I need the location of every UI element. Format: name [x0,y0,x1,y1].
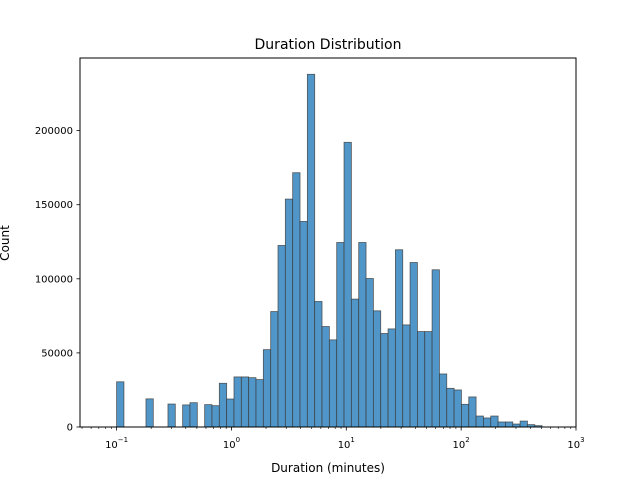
x-tick-label: 101 [338,436,355,451]
histogram-bar [262,349,272,428]
histogram-bar [306,73,316,428]
histogram-bar [365,278,374,428]
histogram-bar [284,198,294,428]
x-axis-label: Duration (minutes) [271,461,385,475]
chart-title: Duration Distribution [255,37,402,53]
histogram-bar [277,245,286,428]
histogram-bar [343,141,352,428]
histogram-bar [380,333,389,428]
histogram-bar [299,221,308,428]
histogram-bar [270,311,279,428]
x-tick-label: 10−1 [105,436,128,451]
histogram-bar [402,324,411,428]
histogram-bar [446,387,455,428]
histogram-bar [240,376,250,428]
histogram-bar [204,404,213,428]
histogram-bar [417,331,426,428]
y-axis-ticks: 0 50000 100000 150000 200000 [35,126,80,434]
histogram-bar [233,376,242,428]
histogram-bar [226,398,235,428]
x-tick-label: 100 [223,436,240,451]
x-tick-label: 102 [453,436,470,451]
histogram-bar [321,326,330,428]
histogram-bar [519,420,528,428]
histogram-bar [292,172,301,428]
histogram-bar [394,249,404,428]
y-tick-label: 50000 [41,348,73,359]
histogram-bar [497,421,506,428]
x-axis-ticks: 10−1 100 101 102 103 [81,427,585,451]
histogram-bar [167,403,176,428]
y-tick-label: 100000 [35,274,73,285]
histogram-bar [505,421,514,428]
y-tick-label: 150000 [35,200,73,211]
histogram-bar [145,398,154,428]
histogram-bar [182,404,191,428]
histogram-bar [189,402,198,428]
histogram-bar [248,377,257,428]
histogram-bar [218,382,228,428]
histogram-bar [358,242,367,428]
histogram-bar [211,405,220,428]
y-axis-label: Count [0,225,12,261]
histogram-bar [424,331,433,428]
histogram-bar [431,269,440,428]
histogram-bar [461,403,470,428]
histogram-bar [490,415,499,428]
histogram-bar [409,262,418,428]
histogram-bar [336,242,345,428]
y-tick-label: 200000 [35,126,73,137]
y-tick-label: 0 [67,423,73,434]
histogram-bar [468,396,477,428]
histogram-bar [453,389,462,428]
histogram-bar [387,328,396,428]
x-tick-label: 103 [567,436,584,451]
bars-group [116,73,543,428]
histogram-bar [483,417,492,428]
histogram-bar [328,339,338,428]
plot-frame [79,57,577,428]
histogram-bar [255,379,264,428]
histogram-bar [116,381,125,428]
histogram-bar [475,415,484,428]
histogram-bar [439,373,448,428]
histogram-bar [314,301,323,428]
histogram-bar [372,310,382,428]
histogram-bar [350,298,360,428]
